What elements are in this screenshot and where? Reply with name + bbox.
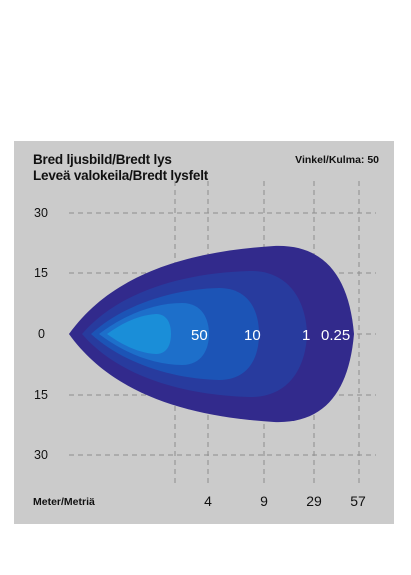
distance-tick-29: 29 — [306, 493, 322, 509]
distance-unit-label: Meter/Metriä — [33, 496, 95, 508]
beam-angle-label: Vinkel/Kulma: 50 — [295, 154, 379, 166]
width-tick-30-bottom: 30 — [34, 448, 48, 462]
diagram-title-line-2: Leveä valokeila/Bredt lysfelt — [33, 168, 209, 183]
diagram-title-line-1: Bred ljusbild/Bredt lys — [33, 152, 172, 167]
lux-label-50: 50 — [191, 327, 208, 344]
width-tick-15-top: 15 — [34, 266, 48, 280]
diagram-panel: Bred ljusbild/Bredt lys Leveä valokeila/… — [14, 141, 394, 524]
beam-zones — [69, 245, 354, 423]
beam-pattern-diagram: 50 10 1 0.25 — [69, 181, 376, 486]
width-tick-30-top: 30 — [34, 206, 48, 220]
lux-labels: 50 10 1 0.25 — [191, 327, 350, 344]
lux-label-0-25: 0.25 — [321, 327, 350, 344]
distance-tick-9: 9 — [260, 493, 268, 509]
beam-zone-core — [107, 314, 171, 354]
distance-tick-57: 57 — [350, 493, 366, 509]
width-tick-15-bottom: 15 — [34, 388, 48, 402]
lux-label-10: 10 — [244, 327, 261, 344]
width-tick-0: 0 — [38, 327, 45, 341]
distance-tick-4: 4 — [204, 493, 212, 509]
lux-label-1: 1 — [302, 327, 310, 344]
